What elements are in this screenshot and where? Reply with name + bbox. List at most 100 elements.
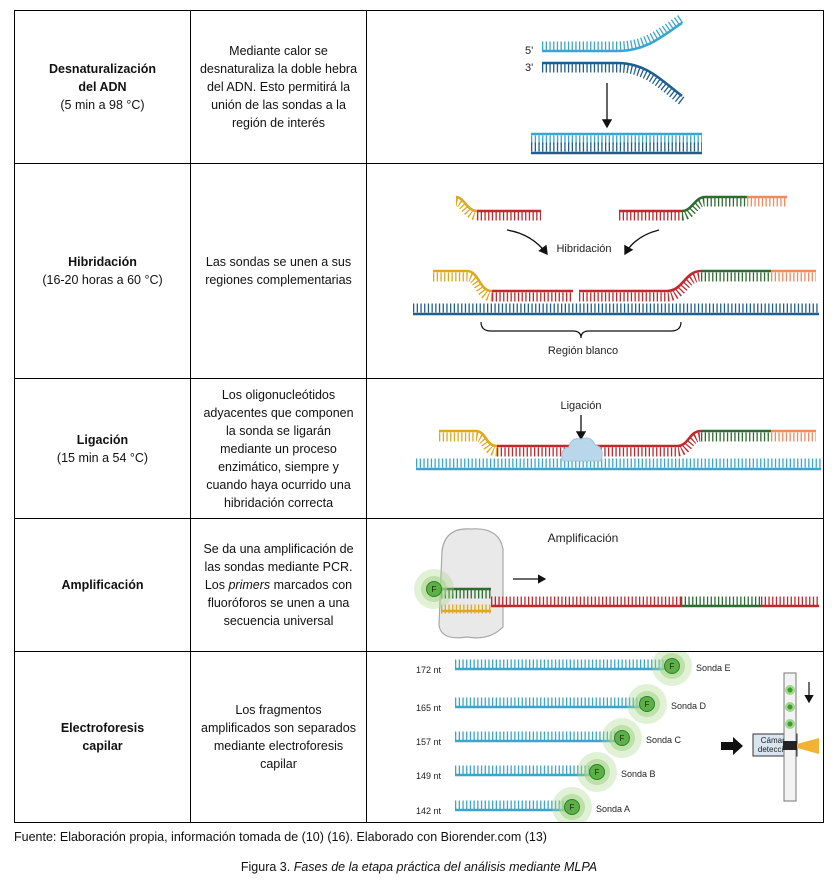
step-cell: Electroforesis capilar [14,651,191,823]
electrophoresis-diagram: Cámara detección 172 nt F Sonda E 165 nt F So… [416,652,819,822]
step-name: del ADN [78,80,127,94]
description: Las sondas se unen a sus regiones comple… [190,163,367,379]
description-text: marcados con fluoróforos se unen a una s… [207,578,353,628]
fluorophore-label: F [670,662,675,671]
fluorophore [639,696,655,712]
diagram-cell: 5' 3' [366,10,824,164]
strand-bases [579,272,702,302]
denaturation-diagram: 5' 3' [525,14,702,155]
fluorophore [589,764,605,780]
strand-backbone [455,195,478,213]
description-text: Los fragmentos amplificados son separado… [201,703,356,771]
step-name: Hibridación [68,255,137,269]
fluorophore [426,581,442,597]
fluorophore-label: F [645,700,650,709]
step-name: Ligación [76,432,129,447]
strand-backbone [542,61,683,98]
description-text: Mediante calor se desnaturaliza la doble… [199,44,358,130]
description-text: Las sondas se unen a sus regiones comple… [205,255,352,287]
strand-end-label: 3' [525,62,533,74]
description-text: Los oligonucleótidos adyacentes que comp… [203,387,354,510]
step-label: Hibridación [556,243,611,255]
description: Mediante calor se desnaturaliza la doble… [190,10,367,164]
strand-bases [542,14,685,51]
description-text: Se da una amplificación de las sondas me… [203,542,354,592]
strand-bases [497,432,702,457]
step-name: capilar [82,739,123,753]
fragment-size: 165 nt [416,703,442,713]
fragment-size: 172 nt [416,665,442,675]
step-label: Ligación [561,400,602,412]
diagram-cell: Ligación [366,378,824,519]
light-beam [797,738,819,754]
step-cell: Desnaturalización del ADN (5 min a 98 °C) [14,10,191,164]
strand-backbone [579,269,702,293]
strand-bases [455,197,478,221]
mlpa-table: Desnaturalización del ADN (5 min a 98 °C) … [14,10,824,823]
strand-backbone [433,269,493,293]
strand-backbone [497,429,702,448]
probe-label: Sonda A [596,804,630,814]
amplification-diagram: Amplificación F [414,528,819,639]
strand-backbone [439,429,498,448]
probe-label: Sonda C [646,735,682,745]
fluorophore-label: F [570,803,575,812]
fragment-size: 149 nt [416,771,442,781]
row: Hibridación (16-20 horas a 60 °C) Las son… [14,163,824,379]
band [787,687,793,693]
step-name: Desnaturalización [49,62,156,76]
row: Electroforesis capilar Los fragmentos amp… [14,651,824,823]
step-label: Amplificación [548,531,619,545]
strand-bases [542,63,685,105]
diagram-cell: Cámara detección 172 nt F Sonda E 165 nt F So… [366,651,824,823]
hybridization-diagram: Hibridación Región blanco [413,195,819,357]
bracket [480,321,682,339]
fluorophore [614,730,630,746]
strand-backbone [542,21,683,53]
arrow [624,229,660,256]
description: Se da una amplificación de las sondas me… [190,518,367,652]
step-cell: Hibridación (16-20 horas a 60 °C) [14,163,191,379]
fluorophore-label: F [620,734,625,743]
row: Amplificación Se da una amplificación de… [14,518,824,652]
probe-label: Sonda D [671,701,707,711]
step-name: Amplificación [61,578,144,592]
strand-bases [433,272,493,302]
fluorophore-label: F [595,768,600,777]
detector [783,741,797,750]
step-name: Electroforesis [60,721,145,735]
strand-backbone [681,195,747,213]
step-cell: Ligación (15 min a 54 °C) [14,378,191,519]
strand-end-label: 5' [525,45,533,57]
row: Desnaturalización del ADN (5 min a 98 °C) … [14,10,824,164]
fluorophore [664,658,680,674]
caption-title: Fases de la etapa práctica del análisis … [293,860,598,874]
target-label: Región blanco [548,345,618,357]
ligase [561,437,603,462]
fluorophore [564,799,580,815]
arrow [721,737,743,755]
row: Ligación (15 min a 54 °C) Los oligonucleó… [14,378,824,519]
description: Los oligonucleótidos adyacentes que comp… [190,378,367,519]
band [787,721,793,727]
fragment-size: 157 nt [416,737,442,747]
camera-label: detección [758,745,792,754]
description: Los fragmentos amplificados son separado… [190,651,367,823]
arrow [506,229,548,256]
camera-label: Cámara [761,736,790,745]
source-note: Fuente: Elaboración propia, información … [14,830,547,844]
strand-bases [439,432,498,457]
ligation-diagram: Ligación [416,400,821,471]
probe-label: Sonda B [621,769,656,779]
strand-bases [681,197,747,221]
fragment-size: 142 nt [416,806,442,816]
caption: Figura 3. Fases de la etapa práctica del… [0,860,838,874]
probe-label: Sonda E [696,663,731,673]
description-italic: primers [228,578,271,592]
caption-prefix: Figura 3. [240,860,291,874]
step-cell: Amplificación [14,518,191,652]
diagram-cell: Amplificación F [366,518,824,652]
conditions: (15 min a 54 °C) [56,450,149,465]
fluorophore-label: F [432,585,437,594]
